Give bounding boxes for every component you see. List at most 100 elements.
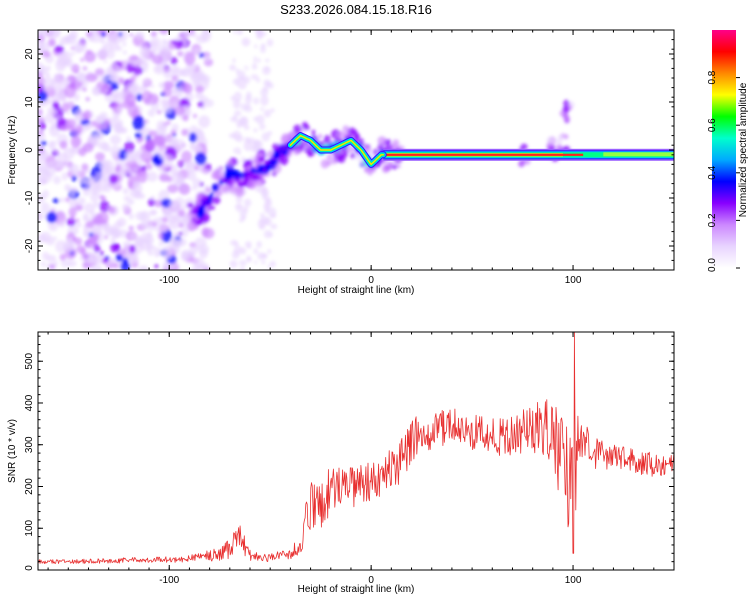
heatmap-cell — [113, 262, 119, 269]
snr-plot-area — [38, 332, 674, 570]
heatmap-cell — [158, 241, 164, 246]
heatmap-cell — [68, 239, 73, 244]
heatmap-cell — [239, 259, 247, 267]
heatmap-cell — [161, 245, 174, 260]
heatmap-cell — [82, 66, 88, 71]
heatmap-cells — [38, 30, 575, 270]
heatmap-cell — [98, 159, 110, 169]
heatmap-cell — [65, 197, 70, 203]
heatmap-cell — [110, 32, 122, 45]
heatmap-cell — [142, 65, 149, 73]
heatmap-cell — [212, 196, 221, 205]
heatmap-cell — [168, 200, 180, 214]
heatmap-cell — [54, 45, 65, 54]
heatmap-cell — [253, 248, 259, 255]
heatmap-cell — [190, 143, 201, 153]
heatmap-cell — [49, 30, 61, 39]
heatmap-cell — [63, 239, 76, 252]
heatmap-cell — [81, 163, 89, 171]
heatmap-cell — [159, 153, 168, 161]
heatmap-cell — [257, 164, 263, 170]
heatmap-cell — [109, 174, 118, 184]
heatmap-cell — [85, 73, 98, 82]
colorbar-ticks: 0.0 0.2 0.4 0.6 0.8 — [707, 70, 740, 272]
heatmap-cell — [563, 134, 569, 140]
heatmap-cell — [184, 161, 197, 173]
heatmap-cell — [109, 145, 121, 158]
heatmap-cell — [181, 150, 193, 164]
heatmap-cell — [135, 31, 145, 40]
snr-y-tick-label: 0 — [24, 565, 35, 571]
heatmap-cell — [119, 165, 128, 174]
heatmap-cell — [83, 186, 91, 192]
heatmap-cell — [161, 216, 169, 223]
heatmap-cell — [140, 150, 153, 163]
heatmap-cell — [90, 186, 102, 196]
heatmap-cell — [239, 209, 247, 219]
heatmap-cell — [83, 110, 92, 120]
heatmap-cell — [59, 253, 67, 261]
spectrogram-y-label: Frequency (Hz) — [7, 116, 18, 185]
heatmap-cell — [95, 152, 105, 162]
heatmap-cell — [244, 152, 250, 159]
heatmap-cell — [270, 223, 278, 230]
heatmap-cell — [159, 30, 169, 35]
heatmap-cell — [267, 264, 271, 268]
heatmap-cell — [252, 141, 261, 152]
heatmap-cell — [176, 92, 181, 98]
heatmap-cell — [230, 239, 238, 246]
heatmap-cell — [48, 38, 56, 47]
heatmap-cell — [68, 198, 78, 208]
heatmap-cell — [192, 113, 198, 119]
heatmap-cell — [260, 107, 265, 112]
heatmap-cell — [173, 68, 184, 77]
heatmap-cell — [260, 88, 269, 97]
heatmap-cell — [225, 171, 234, 180]
heatmap-cell — [193, 48, 202, 55]
heatmap-cell — [240, 103, 248, 111]
heatmap-cell — [61, 172, 68, 181]
heatmap-cell — [82, 142, 94, 153]
heatmap-cell — [236, 30, 243, 35]
heatmap-cell — [173, 78, 180, 84]
heatmap-cell — [257, 218, 266, 228]
heatmap-cell — [117, 107, 123, 113]
heatmap-cell — [260, 43, 266, 49]
spectrogram-x-label: Height of straight line (km) — [298, 285, 415, 296]
heatmap-cell — [221, 187, 229, 194]
heatmap-cell — [39, 30, 51, 37]
heatmap-cell — [195, 152, 207, 166]
heatmap-cell — [60, 259, 71, 268]
heatmap-cell — [147, 198, 156, 207]
colorbar-tick-label: 0.4 — [707, 165, 718, 179]
heatmap-cell — [50, 126, 55, 131]
heatmap-cell — [231, 250, 240, 259]
heatmap-cell — [97, 211, 109, 225]
heatmap-cell — [142, 78, 150, 85]
heatmap-cell — [78, 197, 86, 205]
heatmap-cell — [195, 92, 204, 100]
heatmap-cell — [80, 57, 85, 62]
snr-frame — [37, 331, 675, 571]
heatmap-cell — [115, 254, 123, 262]
heatmap-cell — [123, 141, 135, 154]
tone-band-tail — [603, 152, 674, 157]
heatmap-cell — [143, 135, 148, 139]
heatmap-cell — [66, 217, 76, 227]
heatmap-cell — [52, 102, 60, 110]
tone-band-layer — [383, 153, 584, 156]
heatmap-cell — [204, 168, 210, 174]
heatmap-cell — [255, 114, 265, 125]
heatmap-cell — [256, 77, 261, 83]
heatmap-cell — [38, 166, 47, 175]
colorbar-tick-label: 0.2 — [707, 213, 718, 227]
heatmap-cell — [148, 130, 158, 137]
heatmap-cell — [130, 81, 139, 92]
heatmap-cell — [129, 33, 134, 37]
heatmap-cell — [241, 37, 251, 47]
heatmap-cell — [104, 235, 109, 240]
heatmap-cell — [270, 108, 275, 113]
heatmap-cell — [89, 33, 102, 43]
